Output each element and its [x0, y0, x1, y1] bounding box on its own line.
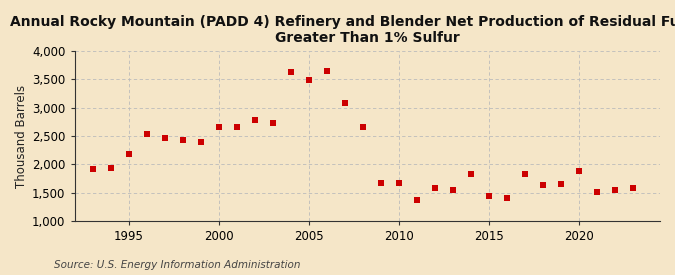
Point — [249, 118, 260, 122]
Point — [159, 136, 170, 141]
Point — [105, 166, 116, 171]
Point — [483, 194, 494, 198]
Point — [574, 169, 585, 173]
Point — [375, 180, 386, 185]
Point — [87, 167, 98, 171]
Point — [141, 131, 152, 136]
Point — [610, 188, 620, 192]
Point — [303, 77, 314, 82]
Point — [628, 186, 639, 190]
Point — [267, 121, 278, 125]
Point — [195, 140, 206, 144]
Point — [178, 138, 188, 142]
Point — [448, 187, 458, 192]
Point — [429, 186, 440, 191]
Point — [213, 125, 224, 130]
Point — [591, 190, 602, 194]
Title: Annual Rocky Mountain (PADD 4) Refinery and Blender Net Production of Residual F: Annual Rocky Mountain (PADD 4) Refinery … — [10, 15, 675, 45]
Point — [340, 101, 350, 105]
Point — [394, 181, 404, 186]
Point — [466, 171, 477, 176]
Point — [321, 69, 332, 73]
Y-axis label: Thousand Barrels: Thousand Barrels — [15, 84, 28, 188]
Point — [502, 196, 512, 200]
Point — [232, 125, 242, 130]
Point — [537, 183, 548, 187]
Point — [124, 152, 134, 156]
Point — [357, 125, 368, 129]
Text: Source: U.S. Energy Information Administration: Source: U.S. Energy Information Administ… — [54, 260, 300, 270]
Point — [286, 70, 296, 74]
Point — [412, 198, 423, 203]
Point — [556, 182, 566, 187]
Point — [520, 171, 531, 176]
